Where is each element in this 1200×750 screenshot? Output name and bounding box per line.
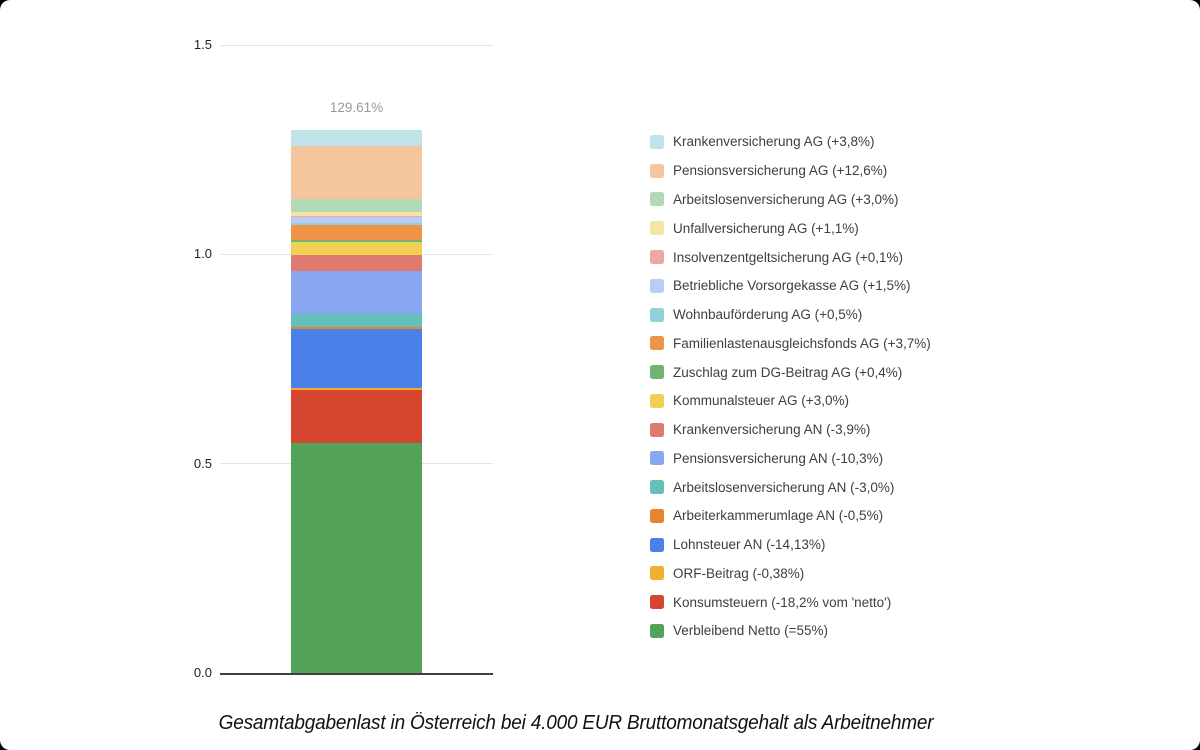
legend-swatch: [650, 393, 664, 408]
legend-item: Pensionsversicherung AG (+12,6%): [650, 156, 887, 185]
legend-item-label: Krankenversicherung AN (-3,9%): [673, 422, 871, 438]
legend-swatch: [650, 480, 664, 495]
legend-item: Unfallversicherung AG (+1,1%): [650, 214, 859, 243]
legend-item: Krankenversicherung AG (+3,8%): [650, 128, 874, 157]
legend-swatch: [650, 508, 664, 523]
legend-item-label: Arbeitslosenversicherung AG (+3,0%): [673, 191, 899, 207]
x-axis-baseline: [220, 673, 493, 675]
bar-segment: [291, 199, 422, 212]
bar-segment: [291, 271, 422, 315]
legend-item: Arbeitslosenversicherung AN (-3,0%): [650, 473, 894, 502]
y-tick-label: 1.5: [193, 37, 212, 52]
legend-swatch: [650, 250, 664, 264]
bar-segment: [291, 328, 422, 388]
legend-swatch: [650, 537, 664, 552]
legend-item: Arbeiterkammerumlage AN (-0,5%): [650, 501, 883, 530]
legend-item-label: Arbeiterkammerumlage AN (-0,5%): [673, 508, 884, 524]
bar-total-label: 129.61%: [329, 100, 384, 116]
y-tick-label: 0.0: [193, 665, 212, 680]
legend-item: Insolvenzentgeltsicherung AG (+0,1%): [650, 243, 903, 272]
bar-segment: [291, 211, 422, 217]
legend-item-label: Konsumsteuern (-18,2% vom 'netto'): [673, 594, 892, 610]
bar-segment: [291, 389, 422, 443]
y-tick-label: 0.5: [193, 455, 212, 471]
chart-title: Gesamtabgabenlast in Österreich bei 4.00…: [218, 712, 934, 734]
legend-swatch: [650, 623, 664, 638]
legend-swatch: [650, 307, 664, 322]
legend-swatch: [650, 134, 664, 149]
legend-item-label: Unfallversicherung AG (+1,1%): [673, 220, 859, 236]
bar-segment: [291, 387, 422, 390]
bar-segment: [291, 224, 422, 241]
legend-item: Wohnbauförderung AG (+0,5%): [650, 300, 862, 329]
legend-swatch: [650, 192, 664, 207]
bar-segment: [291, 130, 422, 147]
legend-item: Krankenversicherung AN (-3,9%): [650, 415, 870, 444]
legend-swatch: [650, 451, 664, 466]
legend-item-label: Arbeitslosenversicherung AN (-3,0%): [673, 479, 895, 495]
legend-item-label: Kommunalsteuer AG (+3,0%): [673, 393, 849, 409]
legend-item-label: Pensionsversicherung AG (+12,6%): [673, 163, 888, 179]
legend-item: Lohnsteuer AN (-14,13%): [650, 530, 825, 559]
legend-item-label: ORF-Beitrag (-0,38%): [673, 565, 805, 581]
y-gridline: [220, 44, 493, 46]
legend-swatch: [650, 336, 664, 351]
legend-item-label: Familienlastenausgleichsfonds AG (+3,7%): [673, 335, 931, 351]
legend-item-label: Betriebliche Vorsorgekasse AG (+1,5%): [673, 278, 911, 294]
legend-swatch: [650, 566, 664, 581]
bar-segment: [291, 146, 422, 200]
legend-item-label: Pensionsversicherung AN (-10,3%): [673, 450, 884, 466]
bar-segment: [291, 240, 422, 243]
bar-segment: [291, 216, 422, 223]
legend-swatch: [650, 163, 664, 178]
legend-swatch: [650, 595, 664, 610]
legend-swatch: [650, 278, 664, 293]
bar-segment: [291, 326, 422, 329]
legend-swatch: [650, 422, 664, 437]
legend-swatch: [650, 365, 664, 380]
legend-item-label: Wohnbauförderung AG (+0,5%): [673, 307, 863, 323]
legend-item: Konsumsteuern (-18,2% vom 'netto'): [650, 588, 891, 617]
legend-item: Kommunalsteuer AG (+3,0%): [650, 386, 849, 415]
legend-item: Betriebliche Vorsorgekasse AG (+1,5%): [650, 271, 911, 300]
legend-item-label: Verbleibend Netto (=55%): [673, 623, 828, 639]
legend-item: Pensionsversicherung AN (-10,3%): [650, 444, 883, 473]
bar-segment: [291, 442, 422, 673]
legend-item: Zuschlag zum DG-Beitrag AG (+0,4%): [650, 358, 902, 387]
legend-item: ORF-Beitrag (-0,38%): [650, 559, 804, 588]
bar-segment: [291, 254, 422, 272]
legend-swatch: [650, 221, 664, 236]
bar-segment: [291, 314, 422, 327]
legend-item-label: Lohnsteuer AN (-14,13%): [673, 537, 826, 553]
legend-item: Arbeitslosenversicherung AG (+3,0%): [650, 185, 899, 214]
legend-item: Familienlastenausgleichsfonds AG (+3,7%): [650, 329, 931, 358]
bar-segment: [291, 242, 422, 255]
legend-item-label: Krankenversicherung AG (+3,8%): [673, 134, 875, 150]
legend-item: Verbleibend Netto (=55%): [650, 617, 828, 646]
y-tick-label: 1.0: [193, 246, 212, 262]
bar-segment: [291, 222, 422, 225]
legend-item-label: Zuschlag zum DG-Beitrag AG (+0,4%): [673, 364, 903, 380]
legend-item-label: Insolvenzentgeltsicherung AG (+0,1%): [673, 249, 904, 265]
